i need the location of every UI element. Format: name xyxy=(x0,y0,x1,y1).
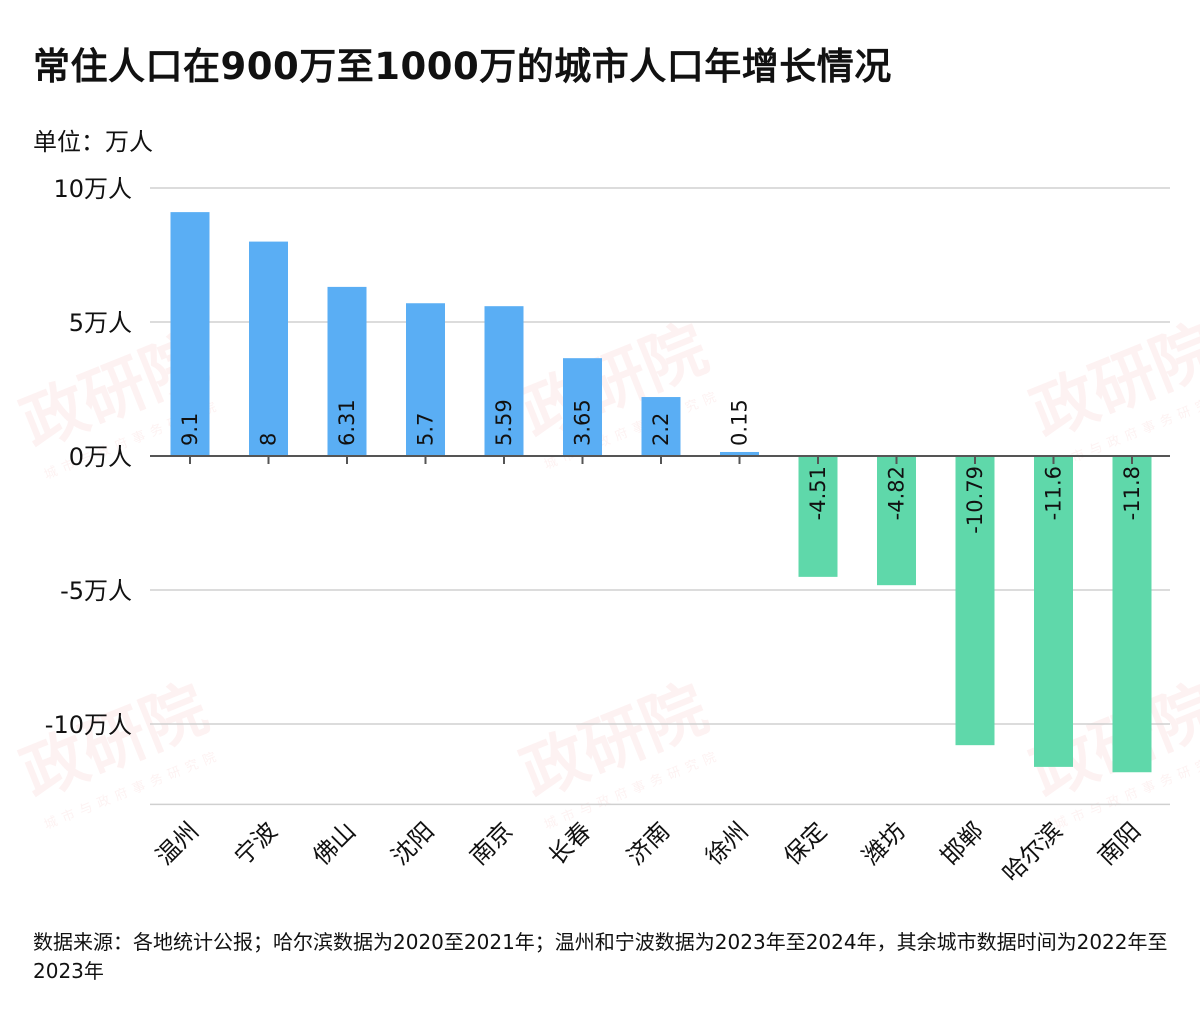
unit-label: 单位：万人 xyxy=(33,128,153,156)
data-label: -4.82 xyxy=(885,466,909,520)
x-tick-label: 南阳 xyxy=(1093,817,1147,871)
x-tick-label: 保定 xyxy=(779,817,833,871)
bar xyxy=(1034,456,1073,767)
x-tick-label: 南京 xyxy=(465,817,519,871)
bar xyxy=(798,456,838,577)
y-tick-label: -10万人 xyxy=(45,711,132,739)
bar xyxy=(484,306,524,456)
bar xyxy=(877,456,916,586)
data-label: 8 xyxy=(257,433,281,446)
x-tick-label: 长春 xyxy=(543,817,597,871)
data-label: 5.7 xyxy=(414,413,438,446)
x-tick-label: 佛山 xyxy=(308,817,362,871)
source-note: 数据来源：各地统计公报；哈尔滨数据为2020至2021年；温州和宁波数据为202… xyxy=(33,930,1168,983)
chart-title: 常住人口在900万至1000万的城市人口年增长情况 xyxy=(33,45,892,88)
y-tick-label: 0万人 xyxy=(69,443,132,471)
y-tick-label: -5万人 xyxy=(60,577,132,605)
x-tick-label: 宁波 xyxy=(229,817,283,871)
bar xyxy=(720,451,759,456)
x-tick-label: 徐州 xyxy=(700,817,754,871)
data-label: 3.65 xyxy=(571,399,595,446)
x-tick-label: 温州 xyxy=(151,817,205,871)
bar xyxy=(406,303,445,456)
bar xyxy=(170,212,210,456)
bar xyxy=(641,397,681,456)
x-tick-label: 潍坊 xyxy=(857,817,911,871)
data-label: 5.59 xyxy=(492,399,516,446)
y-tick-label: 5万人 xyxy=(69,309,132,337)
data-label: -11.8 xyxy=(1120,466,1144,520)
x-tick-label: 沈阳 xyxy=(386,817,440,871)
x-tick-label: 邯郸 xyxy=(936,817,990,871)
bar xyxy=(563,358,602,456)
bar xyxy=(1112,456,1152,773)
bar xyxy=(955,456,995,746)
data-label: 0.15 xyxy=(728,399,752,446)
data-label: 2.2 xyxy=(649,413,673,446)
x-tick-label: 哈尔滨 xyxy=(997,817,1068,888)
x-tick-label: 济南 xyxy=(622,817,676,871)
bar xyxy=(327,286,367,456)
data-label: -4.51 xyxy=(806,466,830,520)
bar xyxy=(249,241,288,456)
data-label: -10.79 xyxy=(963,466,987,534)
data-label: 9.1 xyxy=(178,413,202,446)
data-label: -11.6 xyxy=(1042,466,1066,520)
y-tick-label: 10万人 xyxy=(53,175,132,203)
data-label: 6.31 xyxy=(335,399,359,446)
